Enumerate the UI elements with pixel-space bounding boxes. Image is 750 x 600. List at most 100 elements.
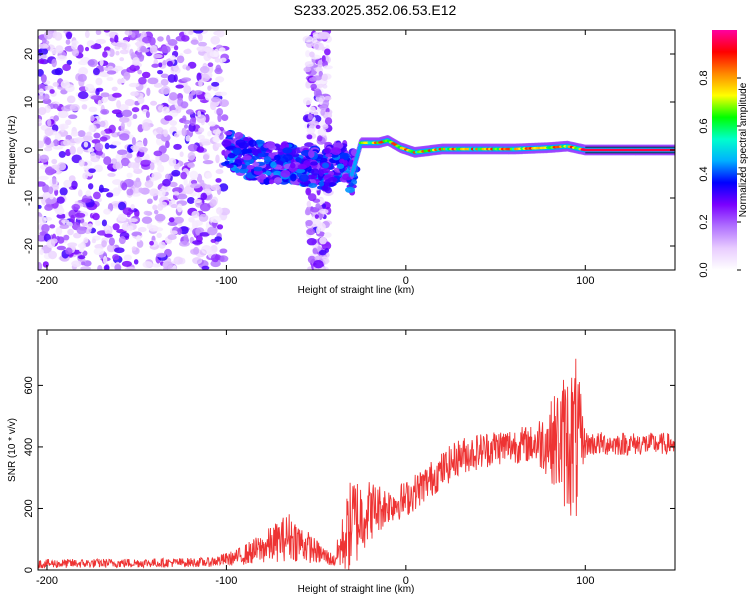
spectrogram-cell xyxy=(41,37,47,44)
spectrogram-cell xyxy=(65,119,72,126)
spectrogram-cell xyxy=(38,58,45,64)
spectrogram-cell xyxy=(57,110,69,119)
spectrogram-cell xyxy=(204,184,212,190)
spectrogram-cell xyxy=(319,236,327,245)
spectrogram-cell xyxy=(215,169,224,175)
spectrogram-cell xyxy=(108,144,117,149)
y-tick-label: 400 xyxy=(23,438,35,456)
spectrogram-cell xyxy=(321,203,326,209)
spectrogram-cell xyxy=(92,212,100,221)
spectrogram-cell xyxy=(83,165,89,171)
spectrogram-cell xyxy=(119,49,129,55)
spectrogram-cell xyxy=(219,255,225,262)
spectrogram-cell xyxy=(323,95,332,101)
spectrogram-cell xyxy=(103,264,110,270)
spectrogram-cell xyxy=(93,67,100,76)
spectrogram-cell xyxy=(216,108,224,116)
spectrogram-cell xyxy=(56,196,65,204)
spectrogram-cell xyxy=(42,261,49,268)
spectrogram-cell xyxy=(88,106,98,113)
spectrogram-cell xyxy=(183,178,188,186)
spectrogram-cell xyxy=(153,209,159,215)
colorbar-tick-label: 0.0 xyxy=(698,262,710,277)
spectrogram-cell xyxy=(317,135,323,142)
colorbar-tick-label: 0.4 xyxy=(698,166,710,181)
spectrogram-cell xyxy=(71,203,81,211)
spectrogram-cell xyxy=(106,76,114,82)
spectrogram-cell xyxy=(77,130,86,138)
spectrogram-cell xyxy=(210,215,222,224)
spectrogram-cell xyxy=(130,91,139,97)
spectrogram-cell xyxy=(87,58,98,68)
spectrogram-cell xyxy=(227,152,236,159)
colorbar-tick-label: 0.8 xyxy=(698,70,710,85)
spectrogram-cell xyxy=(161,106,170,115)
spectrogram-cell xyxy=(329,182,336,187)
spectrogram-cell xyxy=(160,85,171,95)
spectrogram-cell xyxy=(117,149,128,156)
spectrogram-cell xyxy=(103,156,112,166)
spectrogram-cell xyxy=(321,185,328,191)
snr-series-line xyxy=(38,358,675,570)
spectrogram-cell xyxy=(93,247,105,256)
spectrogram-cell xyxy=(38,262,43,270)
spectrogram-cell xyxy=(319,181,325,187)
spectrogram-cell xyxy=(71,48,80,57)
spectrogram-cell xyxy=(219,248,228,254)
y-tick-label: 600 xyxy=(23,376,35,394)
spectrogram-cell xyxy=(98,187,110,193)
spectrogram-cell xyxy=(173,143,182,150)
spectrogram-cell xyxy=(103,208,111,215)
spectrogram-cell xyxy=(91,238,97,244)
spectrogram-cell xyxy=(126,225,134,231)
spectrogram-cell xyxy=(43,30,53,40)
spectrogram-cell xyxy=(52,82,59,87)
spectrogram-cell xyxy=(167,74,176,83)
spectrogram-cell xyxy=(215,154,220,164)
x-tick-label: -200 xyxy=(36,275,58,287)
spectrogram-cell xyxy=(56,245,67,251)
spectrogram-cell xyxy=(52,145,64,150)
spectrogram-cell xyxy=(128,162,137,168)
spectrogram-cell xyxy=(180,101,189,109)
spectrogram-cell xyxy=(151,63,160,68)
spectrogram-cell xyxy=(118,201,127,211)
spectrogram-cell xyxy=(248,139,257,147)
spectrogram-cell xyxy=(304,61,314,68)
spectrogram-cell xyxy=(157,164,165,173)
spectrogram-cell xyxy=(61,219,70,224)
spectrogram-cell xyxy=(153,82,163,88)
spectrogram-cell xyxy=(95,38,107,45)
spectrogram-cell xyxy=(310,83,317,90)
spectrogram-cell xyxy=(70,42,77,50)
spectrogram-cell xyxy=(126,152,133,159)
spectrogram-cell xyxy=(43,85,54,91)
spectrogram-cell xyxy=(101,97,108,103)
spectrogram-cell xyxy=(96,30,102,35)
spectrogram-cell xyxy=(115,50,120,56)
spectrogram-cell xyxy=(124,30,133,36)
spectrogram-cell xyxy=(159,201,168,208)
spectrogram-cell xyxy=(106,70,117,75)
spectrogram-cell xyxy=(131,246,137,251)
spectrogram-cell xyxy=(142,137,148,147)
spectrogram-cell xyxy=(57,162,67,171)
spectrogram-cell xyxy=(158,62,163,68)
spectrogram-cell xyxy=(87,147,95,153)
spectrogram-cell xyxy=(207,226,218,236)
spectrogram-cell xyxy=(50,238,58,244)
spectrogram-cell xyxy=(183,30,190,37)
spectrogram-cell xyxy=(180,35,190,42)
spectrogram-cell xyxy=(176,55,185,64)
spectrogram-cell xyxy=(214,58,221,63)
spectrogram-cell xyxy=(65,31,73,40)
spectrogram-cell xyxy=(138,76,147,85)
spectrogram-cell xyxy=(162,178,171,187)
spectrogram-cell xyxy=(76,226,87,235)
spectrogram-cell xyxy=(187,151,196,161)
spectrogram-cell xyxy=(218,183,229,192)
spectrogram-cell xyxy=(137,96,145,105)
spectrogram-cell xyxy=(118,236,126,245)
spectrogram-cell xyxy=(207,85,212,91)
